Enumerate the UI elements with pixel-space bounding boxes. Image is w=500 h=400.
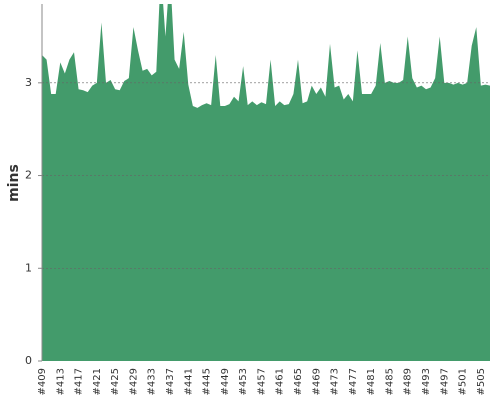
x-tick-label: #433: [147, 368, 158, 395]
x-tick-label: #449: [220, 368, 231, 395]
x-tick-label: #501: [458, 368, 469, 395]
x-tick-label: #417: [74, 368, 85, 395]
x-tick-label: #505: [476, 368, 487, 395]
x-tick-label: #497: [439, 368, 450, 395]
x-tick-label: #441: [183, 368, 194, 395]
x-tick-label: #465: [293, 368, 304, 395]
x-tick-label: #413: [55, 368, 66, 395]
x-tick-label: #453: [238, 368, 249, 395]
y-tick-label: 1: [25, 261, 32, 274]
x-tick-label: #445: [202, 368, 213, 395]
x-tick-label: #489: [403, 368, 414, 395]
x-tick-label: #481: [366, 368, 377, 395]
x-tick-label: #493: [421, 368, 432, 395]
x-tick-label: #425: [110, 368, 121, 395]
x-tick-label: #429: [128, 368, 139, 395]
x-tick-label: #485: [384, 368, 395, 395]
x-tick-label: #457: [256, 368, 267, 395]
x-tick-label: #477: [348, 368, 359, 395]
x-tick-label: #421: [92, 368, 103, 395]
x-tick-label: #461: [275, 368, 286, 395]
y-axis-label: mins: [6, 164, 22, 202]
y-tick-label: 3: [25, 76, 32, 89]
x-tick-label: #469: [311, 368, 322, 395]
x-tick-label: #473: [330, 368, 341, 395]
x-tick-label: #409: [37, 368, 48, 395]
area: [42, 4, 490, 361]
y-tick-label: 2: [25, 169, 32, 182]
x-tick-label: #437: [165, 368, 176, 395]
y-tick-label: 0: [25, 354, 32, 367]
